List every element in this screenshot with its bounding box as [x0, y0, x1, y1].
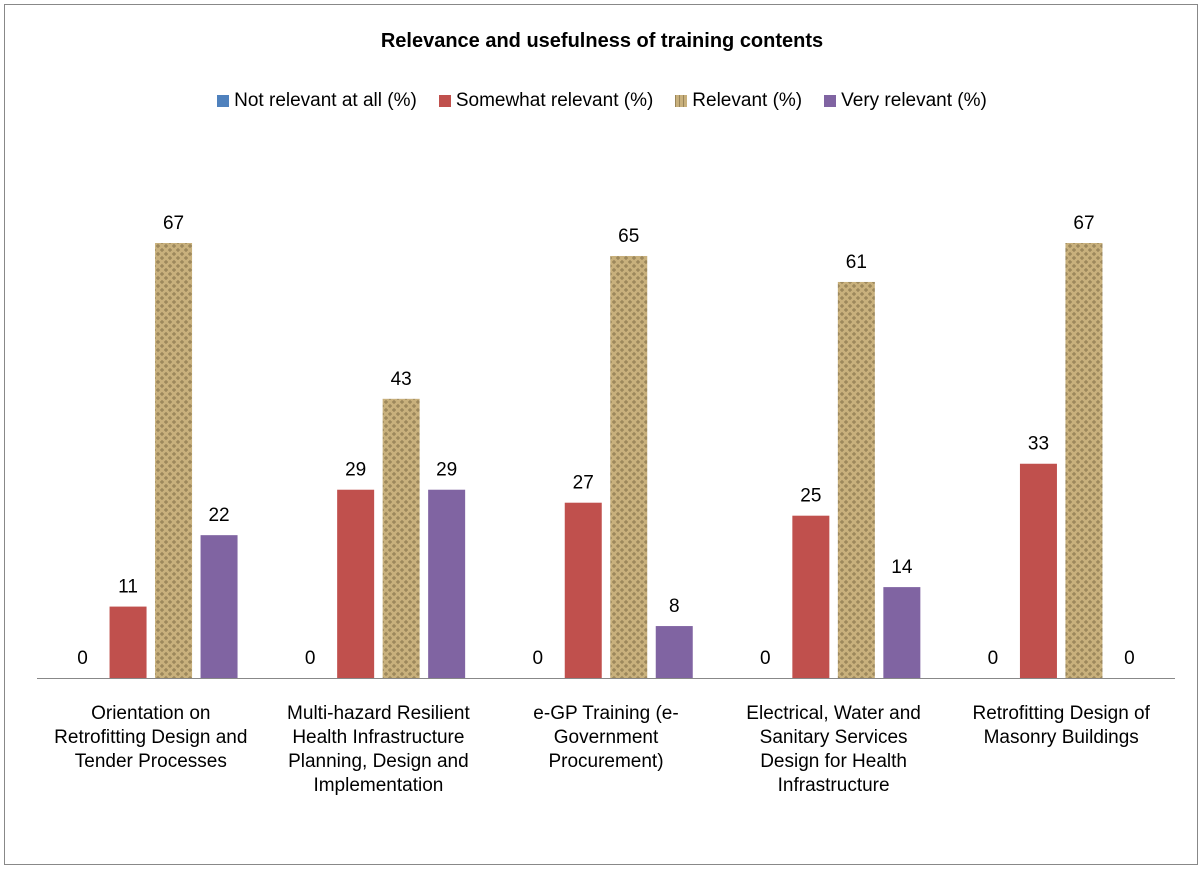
data-label: 0: [1124, 648, 1135, 669]
data-label: 67: [163, 213, 184, 234]
data-label: 25: [800, 486, 821, 507]
frame: [4, 4, 1198, 865]
bar: [564, 502, 602, 678]
legend-swatch: [217, 95, 230, 107]
data-label: 0: [532, 648, 543, 669]
bar: [1019, 463, 1057, 678]
data-label: 29: [436, 460, 457, 481]
legend-swatch: [824, 95, 837, 107]
x-tick-label: Multi-hazard Resilient Health Infrastruc…: [287, 703, 470, 796]
data-label: 0: [305, 648, 316, 669]
bar: [200, 535, 238, 678]
data-label: 29: [345, 460, 366, 481]
bar: [792, 515, 830, 678]
data-label: 14: [891, 557, 913, 578]
data-label: 0: [988, 648, 999, 669]
legend-swatch: [438, 95, 451, 107]
x-tick-label: e-GP Training (e-Government Procurement): [533, 703, 679, 772]
data-label: 43: [391, 369, 412, 390]
data-label: 0: [760, 648, 771, 669]
chart-title: Relevance and usefulness of training con…: [381, 30, 823, 52]
bar: [337, 489, 375, 678]
bar: [155, 243, 193, 678]
legend-label: Somewhat relevant (%): [455, 90, 654, 111]
data-label: 27: [573, 473, 594, 494]
bar: [837, 281, 875, 678]
data-label: 8: [669, 596, 680, 617]
data-label: 65: [618, 226, 639, 247]
bar: [382, 398, 420, 678]
data-label: 0: [77, 648, 88, 669]
x-tick-label: Orientation on Retrofitting Design and T…: [54, 703, 248, 772]
data-label: 67: [1073, 213, 1094, 234]
bar: [655, 626, 693, 678]
legend-item: Somewhat relevant (%): [438, 90, 654, 112]
legend: Not relevant at all (%) Somewhat relevant…: [0, 90, 1204, 112]
legend-item: Not relevant at all (%): [217, 90, 417, 112]
legend-item: Very relevant (%): [824, 90, 987, 112]
legend-swatch: [675, 95, 688, 107]
bar: [1065, 243, 1103, 678]
bar: [109, 606, 147, 678]
legend-label: Relevant (%): [692, 90, 803, 111]
x-tick-label: Electrical, Water and Sanitary Services …: [746, 703, 921, 796]
data-label: 22: [208, 505, 229, 526]
data-label: 61: [846, 252, 867, 273]
x-tick-label: Retrofitting Design of Masonry Buildings: [972, 703, 1150, 748]
bar: [428, 489, 466, 678]
bar: [610, 255, 648, 678]
legend-label: Not relevant at all (%): [234, 90, 417, 111]
legend-item: Relevant (%): [675, 90, 802, 112]
bar: [883, 587, 921, 678]
legend-label: Very relevant (%): [841, 90, 987, 111]
data-label: 11: [118, 577, 138, 598]
data-label: 33: [1028, 434, 1049, 455]
